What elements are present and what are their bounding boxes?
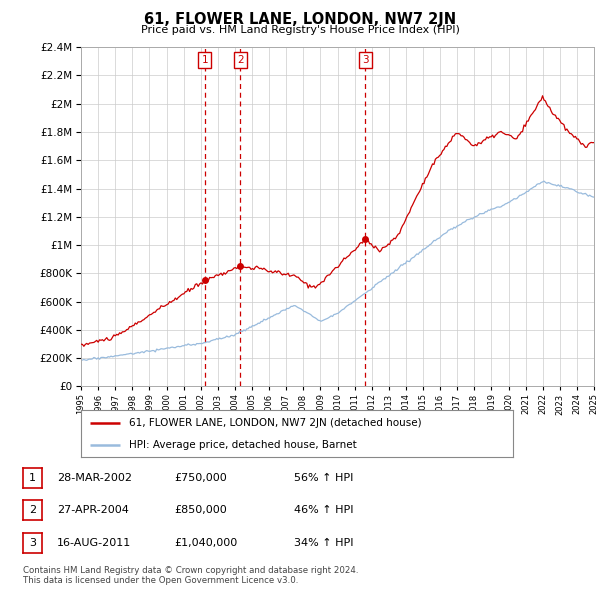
Text: Price paid vs. HM Land Registry's House Price Index (HPI): Price paid vs. HM Land Registry's House … xyxy=(140,25,460,35)
Text: 27-APR-2004: 27-APR-2004 xyxy=(57,506,129,515)
Text: £850,000: £850,000 xyxy=(174,506,227,515)
Text: 28-MAR-2002: 28-MAR-2002 xyxy=(57,473,132,483)
Text: 2: 2 xyxy=(237,55,244,65)
Text: 1: 1 xyxy=(29,473,36,483)
Text: £750,000: £750,000 xyxy=(174,473,227,483)
Text: Contains HM Land Registry data © Crown copyright and database right 2024.
This d: Contains HM Land Registry data © Crown c… xyxy=(23,566,358,585)
Text: 1: 1 xyxy=(202,55,208,65)
Text: 2: 2 xyxy=(29,506,36,515)
Text: 46% ↑ HPI: 46% ↑ HPI xyxy=(294,506,353,515)
Text: 16-AUG-2011: 16-AUG-2011 xyxy=(57,538,131,548)
Text: £1,040,000: £1,040,000 xyxy=(174,538,237,548)
Text: 61, FLOWER LANE, LONDON, NW7 2JN (detached house): 61, FLOWER LANE, LONDON, NW7 2JN (detach… xyxy=(128,418,421,428)
Text: 56% ↑ HPI: 56% ↑ HPI xyxy=(294,473,353,483)
Text: 3: 3 xyxy=(362,55,368,65)
Text: 61, FLOWER LANE, LONDON, NW7 2JN: 61, FLOWER LANE, LONDON, NW7 2JN xyxy=(144,12,456,27)
Text: 3: 3 xyxy=(29,538,36,548)
Text: 34% ↑ HPI: 34% ↑ HPI xyxy=(294,538,353,548)
Text: HPI: Average price, detached house, Barnet: HPI: Average price, detached house, Barn… xyxy=(128,441,356,450)
